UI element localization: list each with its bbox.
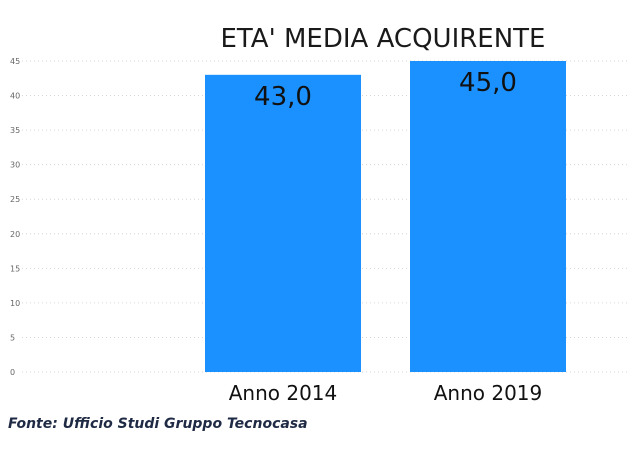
bars — [205, 61, 566, 373]
y-tick-label: 0 — [10, 368, 15, 377]
x-tick-label: Anno 2019 — [434, 381, 543, 405]
bar-1 — [205, 74, 361, 373]
chart-title: ETA' MEDIA ACQUIRENTE — [221, 24, 546, 54]
y-tick-label: 25 — [10, 195, 20, 204]
data-label: 43,0 — [254, 82, 312, 112]
data-labels: 43,0 45,0 — [254, 68, 517, 112]
y-tick-label: 10 — [10, 299, 20, 308]
data-label: 45,0 — [459, 68, 517, 98]
y-tick-label: 5 — [10, 333, 15, 342]
y-tick-label: 40 — [10, 92, 20, 101]
y-tick-label: 30 — [10, 161, 20, 170]
source-note: Fonte: Ufficio Studi Gruppo Tecnocasa — [8, 416, 308, 432]
x-tick-label: Anno 2014 — [229, 381, 338, 405]
y-axis: 0 5 10 15 20 25 30 35 40 45 — [10, 57, 20, 377]
x-axis: Anno 2014 Anno 2019 — [229, 381, 543, 405]
y-tick-label: 45 — [10, 57, 20, 66]
bar-2 — [410, 61, 566, 372]
y-tick-label: 35 — [10, 126, 20, 135]
y-tick-label: 20 — [10, 230, 20, 239]
y-tick-label: 15 — [10, 264, 20, 273]
